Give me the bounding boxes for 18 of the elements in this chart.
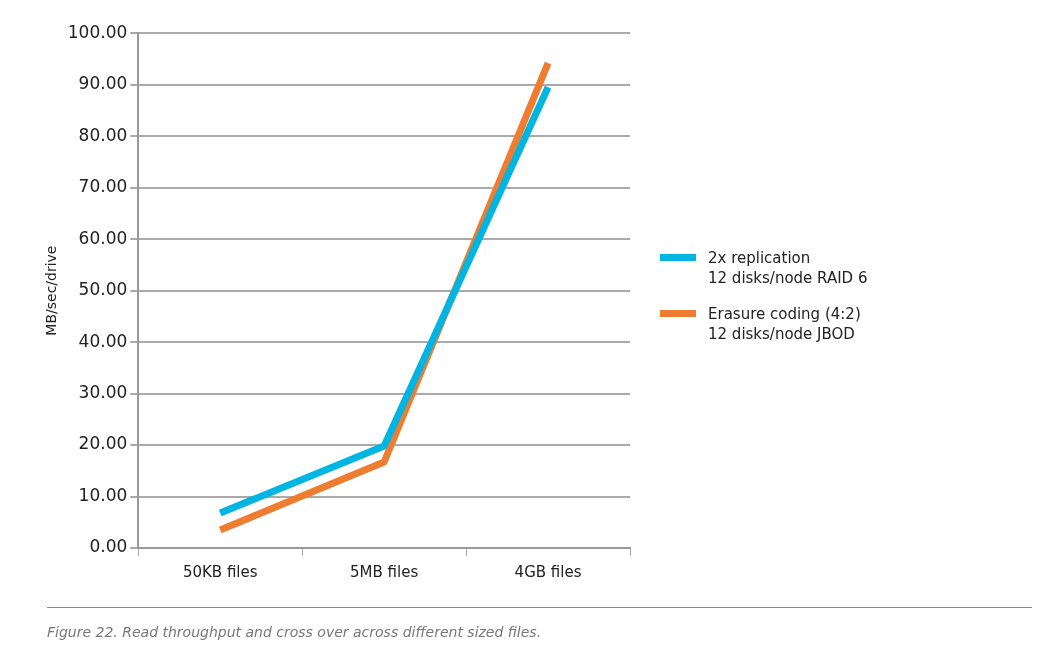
y-tick-label: 60.00 xyxy=(78,227,128,248)
y-tick-label: 50.00 xyxy=(78,279,128,300)
y-tick-label: 0.00 xyxy=(89,536,128,557)
y-axis-title: MB/sec/drive xyxy=(43,245,60,336)
caption: Figure 22. Read throughput and cross over across different sized files. xyxy=(47,624,542,640)
y-tick-label: 100.00 xyxy=(67,21,128,42)
y-tick-label: 10.00 xyxy=(78,484,128,505)
y-tick-label: 80.00 xyxy=(78,124,128,145)
x-tick-label: 5MB files xyxy=(350,562,419,581)
legend-label: 2x replication 12 disks/node RAID 6 xyxy=(708,248,868,288)
y-tick-label: 20.00 xyxy=(78,433,128,454)
y-tick-label: 40.00 xyxy=(78,330,128,351)
y-tick-label: 30.00 xyxy=(78,381,128,402)
y-tick-label: 70.00 xyxy=(78,176,128,197)
y-tick-label: 90.00 xyxy=(78,73,128,94)
x-tick-label: 4GB files xyxy=(514,562,582,581)
x-tick-label: 50KB files xyxy=(182,562,258,581)
legend-label: Erasure coding (4:2) 12 disks/node JBOD xyxy=(708,304,861,344)
